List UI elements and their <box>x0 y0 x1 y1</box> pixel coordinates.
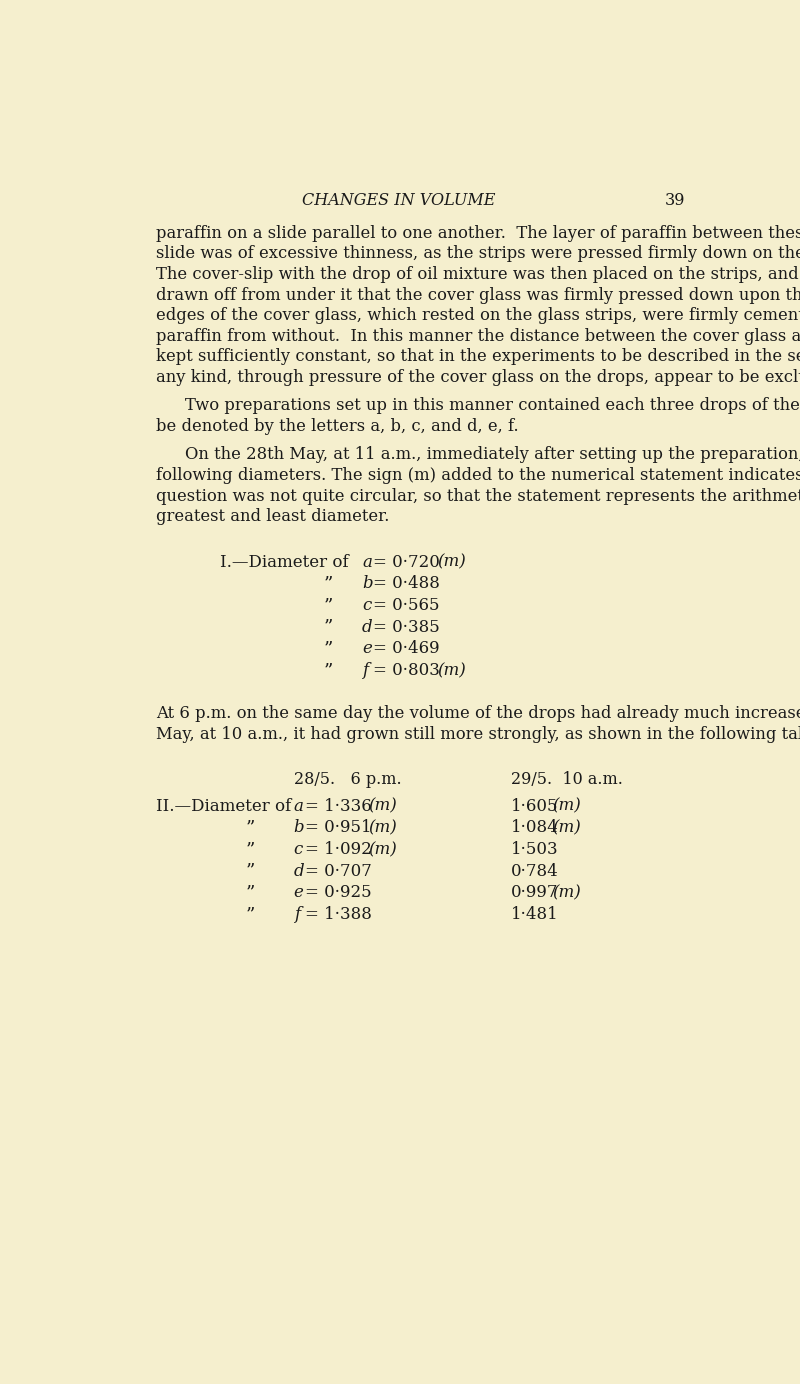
Text: b: b <box>294 819 304 836</box>
Text: (m): (m) <box>368 841 397 858</box>
Text: On the 28th May, at 11 a.m., immediately after setting up the preparation, the d: On the 28th May, at 11 a.m., immediately… <box>186 447 800 464</box>
Text: d: d <box>362 619 373 635</box>
Text: e: e <box>362 641 372 657</box>
Text: 1·605: 1·605 <box>510 797 558 815</box>
Text: (m): (m) <box>552 797 581 815</box>
Text: f: f <box>294 907 300 923</box>
Text: kept sufficiently constant, so that in the experiments to be described in the se: kept sufficiently constant, so that in t… <box>156 349 800 365</box>
Text: (m): (m) <box>552 884 581 901</box>
Text: question was not quite circular, so that the statement represents the arithmetic: question was not quite circular, so that… <box>156 487 800 505</box>
Text: f: f <box>362 662 368 680</box>
Text: edges of the cover glass, which rested on the glass strips, were firmly cemented: edges of the cover glass, which rested o… <box>156 307 800 324</box>
Text: (m): (m) <box>552 819 581 836</box>
Text: = 1·336: = 1·336 <box>305 797 371 815</box>
Text: = 0·565: = 0·565 <box>373 597 439 614</box>
Text: May, at 10 a.m., it had grown still more strongly, as shown in the following tab: May, at 10 a.m., it had grown still more… <box>156 727 800 743</box>
Text: ”: ” <box>323 641 333 659</box>
Text: ”: ” <box>323 662 333 680</box>
Text: Two preparations set up in this manner contained each three drops of the oil mix: Two preparations set up in this manner c… <box>186 397 800 414</box>
Text: 39: 39 <box>665 192 685 209</box>
Text: CHANGES IN VOLUME: CHANGES IN VOLUME <box>302 192 495 209</box>
Text: ”: ” <box>246 884 255 902</box>
Text: ”: ” <box>246 841 255 859</box>
Text: II.—Diameter of: II.—Diameter of <box>156 797 291 815</box>
Text: = 0·385: = 0·385 <box>373 619 439 635</box>
Text: At 6 p.m. on the same day the volume of the drops had already much increased, an: At 6 p.m. on the same day the volume of … <box>156 706 800 722</box>
Text: ”: ” <box>246 907 255 925</box>
Text: b: b <box>362 576 373 592</box>
Text: any kind, through pressure of the cover glass on the drops, appear to be exclude: any kind, through pressure of the cover … <box>156 370 800 386</box>
Text: slide was of excessive thinness, as the strips were pressed firmly down on the m: slide was of excessive thinness, as the … <box>156 245 800 262</box>
Text: 0·997: 0·997 <box>510 884 558 901</box>
Text: a: a <box>362 554 372 570</box>
Text: = 0·951: = 0·951 <box>305 819 371 836</box>
Text: = 0·707: = 0·707 <box>305 862 371 880</box>
Text: = 1·092: = 1·092 <box>305 841 371 858</box>
Text: (m): (m) <box>437 662 466 680</box>
Text: a: a <box>294 797 304 815</box>
Text: ”: ” <box>323 597 333 614</box>
Text: ”: ” <box>323 576 333 594</box>
Text: c: c <box>294 841 303 858</box>
Text: 1·481: 1·481 <box>510 907 558 923</box>
Text: ”: ” <box>246 819 255 837</box>
Text: greatest and least diameter.: greatest and least diameter. <box>156 508 389 526</box>
Text: = 0·803: = 0·803 <box>373 662 440 680</box>
Text: 1·503: 1·503 <box>510 841 558 858</box>
Text: (m): (m) <box>368 797 397 815</box>
Text: paraffin on a slide parallel to one another.  The layer of paraffin between thes: paraffin on a slide parallel to one anot… <box>156 224 800 242</box>
Text: 29/5.  10 a.m.: 29/5. 10 a.m. <box>510 771 622 789</box>
Text: ”: ” <box>323 619 333 637</box>
Text: c: c <box>362 597 371 614</box>
Text: = 0·925: = 0·925 <box>305 884 371 901</box>
Text: 1·084: 1·084 <box>510 819 558 836</box>
Text: d: d <box>294 862 304 880</box>
Text: ”: ” <box>246 862 255 880</box>
Text: = 0·488: = 0·488 <box>373 576 440 592</box>
Text: (m): (m) <box>368 819 397 836</box>
Text: following diameters. The sign (m) added to the numerical statement indicates tha: following diameters. The sign (m) added … <box>156 466 800 484</box>
Text: e: e <box>294 884 304 901</box>
Text: paraffin from without.  In this manner the distance between the cover glass and : paraffin from without. In this manner th… <box>156 328 800 345</box>
Text: = 0·469: = 0·469 <box>373 641 439 657</box>
Text: (m): (m) <box>437 554 466 570</box>
Text: = 1·388: = 1·388 <box>305 907 371 923</box>
Text: I.—Diameter of: I.—Diameter of <box>220 554 349 570</box>
Text: The cover-slip with the drop of oil mixture was then placed on the strips, and t: The cover-slip with the drop of oil mixt… <box>156 266 800 282</box>
Text: = 0·720: = 0·720 <box>373 554 440 570</box>
Text: drawn off from under it that the cover glass was firmly pressed down upon the sl: drawn off from under it that the cover g… <box>156 286 800 303</box>
Text: be denoted by the letters a, b, c, and d, e, f.: be denoted by the letters a, b, c, and d… <box>156 418 518 435</box>
Text: 28/5.   6 p.m.: 28/5. 6 p.m. <box>294 771 402 789</box>
Text: 0·784: 0·784 <box>510 862 558 880</box>
